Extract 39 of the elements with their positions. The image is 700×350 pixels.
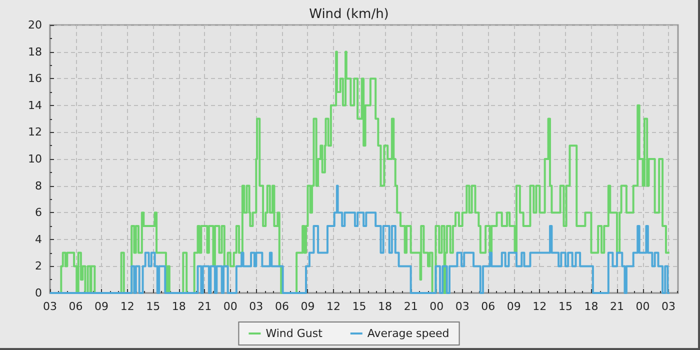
y-tick-label: 16 (28, 72, 42, 86)
x-tick-label: 03 (662, 300, 676, 313)
y-tick-label: 18 (28, 45, 42, 58)
x-tick-label: 12 (120, 300, 134, 313)
x-tick-label: 09 (300, 300, 315, 313)
x-tick-label: 12 (326, 300, 340, 313)
x-tick-label: 15 (146, 300, 160, 313)
legend-label: Wind Gust (266, 327, 324, 340)
x-tick-label: 09 (94, 300, 109, 313)
y-tick-label: 20 (28, 18, 42, 32)
x-tick-label: 21 (198, 300, 212, 313)
x-tick-label: 15 (352, 300, 366, 313)
y-tick-label: 2 (35, 260, 42, 273)
y-tick-label: 8 (35, 179, 42, 192)
x-tick-label: 00 (430, 300, 444, 313)
x-tick-label: 18 (584, 300, 598, 313)
x-tick-label: 00 (636, 300, 650, 313)
y-tick-label: 0 (35, 286, 42, 300)
x-tick-label: 06 (274, 300, 289, 313)
x-tick-label: 06 (68, 300, 83, 313)
y-tick-label: 6 (35, 206, 42, 220)
x-tick-label: 18 (172, 300, 186, 313)
y-tick-label: 14 (28, 98, 42, 112)
x-tick-label: 21 (404, 300, 418, 313)
y-tick-label: 10 (28, 152, 42, 166)
x-tick-label: 21 (610, 300, 624, 313)
y-tick-label: 12 (28, 126, 42, 139)
legend-label: Average speed (367, 327, 450, 340)
x-tick-label: 03 (249, 300, 264, 313)
chart-title: Wind (km/h) (309, 7, 389, 22)
x-tick-label: 15 (558, 300, 572, 313)
x-tick-label: 00 (223, 300, 238, 313)
x-tick-label: 18 (378, 300, 392, 313)
x-tick-label: 06 (481, 300, 496, 313)
x-tick-label: 12 (532, 300, 547, 313)
x-tick-label: 03 (455, 300, 470, 313)
x-tick-label: 03 (43, 300, 57, 313)
x-tick-label: 09 (506, 300, 521, 313)
y-tick-label: 4 (35, 232, 42, 246)
